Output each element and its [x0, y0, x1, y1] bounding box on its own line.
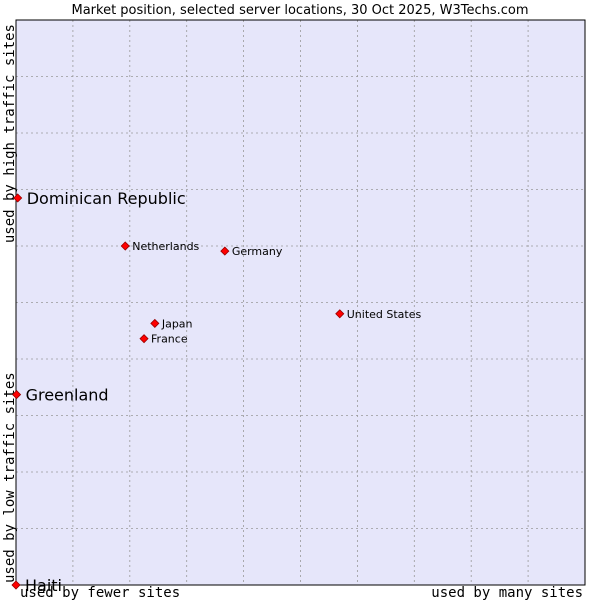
- data-label-germany: Germany: [232, 245, 283, 258]
- data-point-japan: [150, 318, 160, 328]
- x-axis-label-right: used by many sites: [431, 585, 583, 600]
- data-label-france: France: [151, 333, 188, 346]
- data-point-dominican-republic: [13, 193, 23, 203]
- y-axis-label-top: used by high traffic sites: [2, 24, 18, 243]
- data-point-haiti: [11, 580, 21, 590]
- grid-lines: [16, 20, 585, 585]
- data-label-greenland: Greenland: [26, 386, 109, 405]
- data-point-united-states: [335, 309, 345, 319]
- data-label-haiti: Haiti: [25, 576, 62, 595]
- data-point-germany: [220, 246, 230, 256]
- y-axis-label-bottom: used by low traffic sites: [2, 372, 18, 583]
- data-label-netherlands: Netherlands: [132, 240, 199, 253]
- plot-frame: [15, 19, 586, 586]
- data-point-greenland: [12, 390, 22, 400]
- data-label-japan: Japan: [161, 317, 193, 330]
- data-label-dominican-republic: Dominican Republic: [27, 189, 186, 208]
- x-axis-label-left: used by fewer sites: [20, 585, 180, 600]
- data-point-france: [139, 334, 149, 344]
- chart-title: Market position, selected server locatio…: [71, 3, 528, 18]
- data-point-netherlands: [120, 241, 130, 251]
- data-label-united-states: United States: [347, 308, 422, 321]
- data-points: Dominican Republic Netherlands Germany Unit…: [11, 189, 422, 595]
